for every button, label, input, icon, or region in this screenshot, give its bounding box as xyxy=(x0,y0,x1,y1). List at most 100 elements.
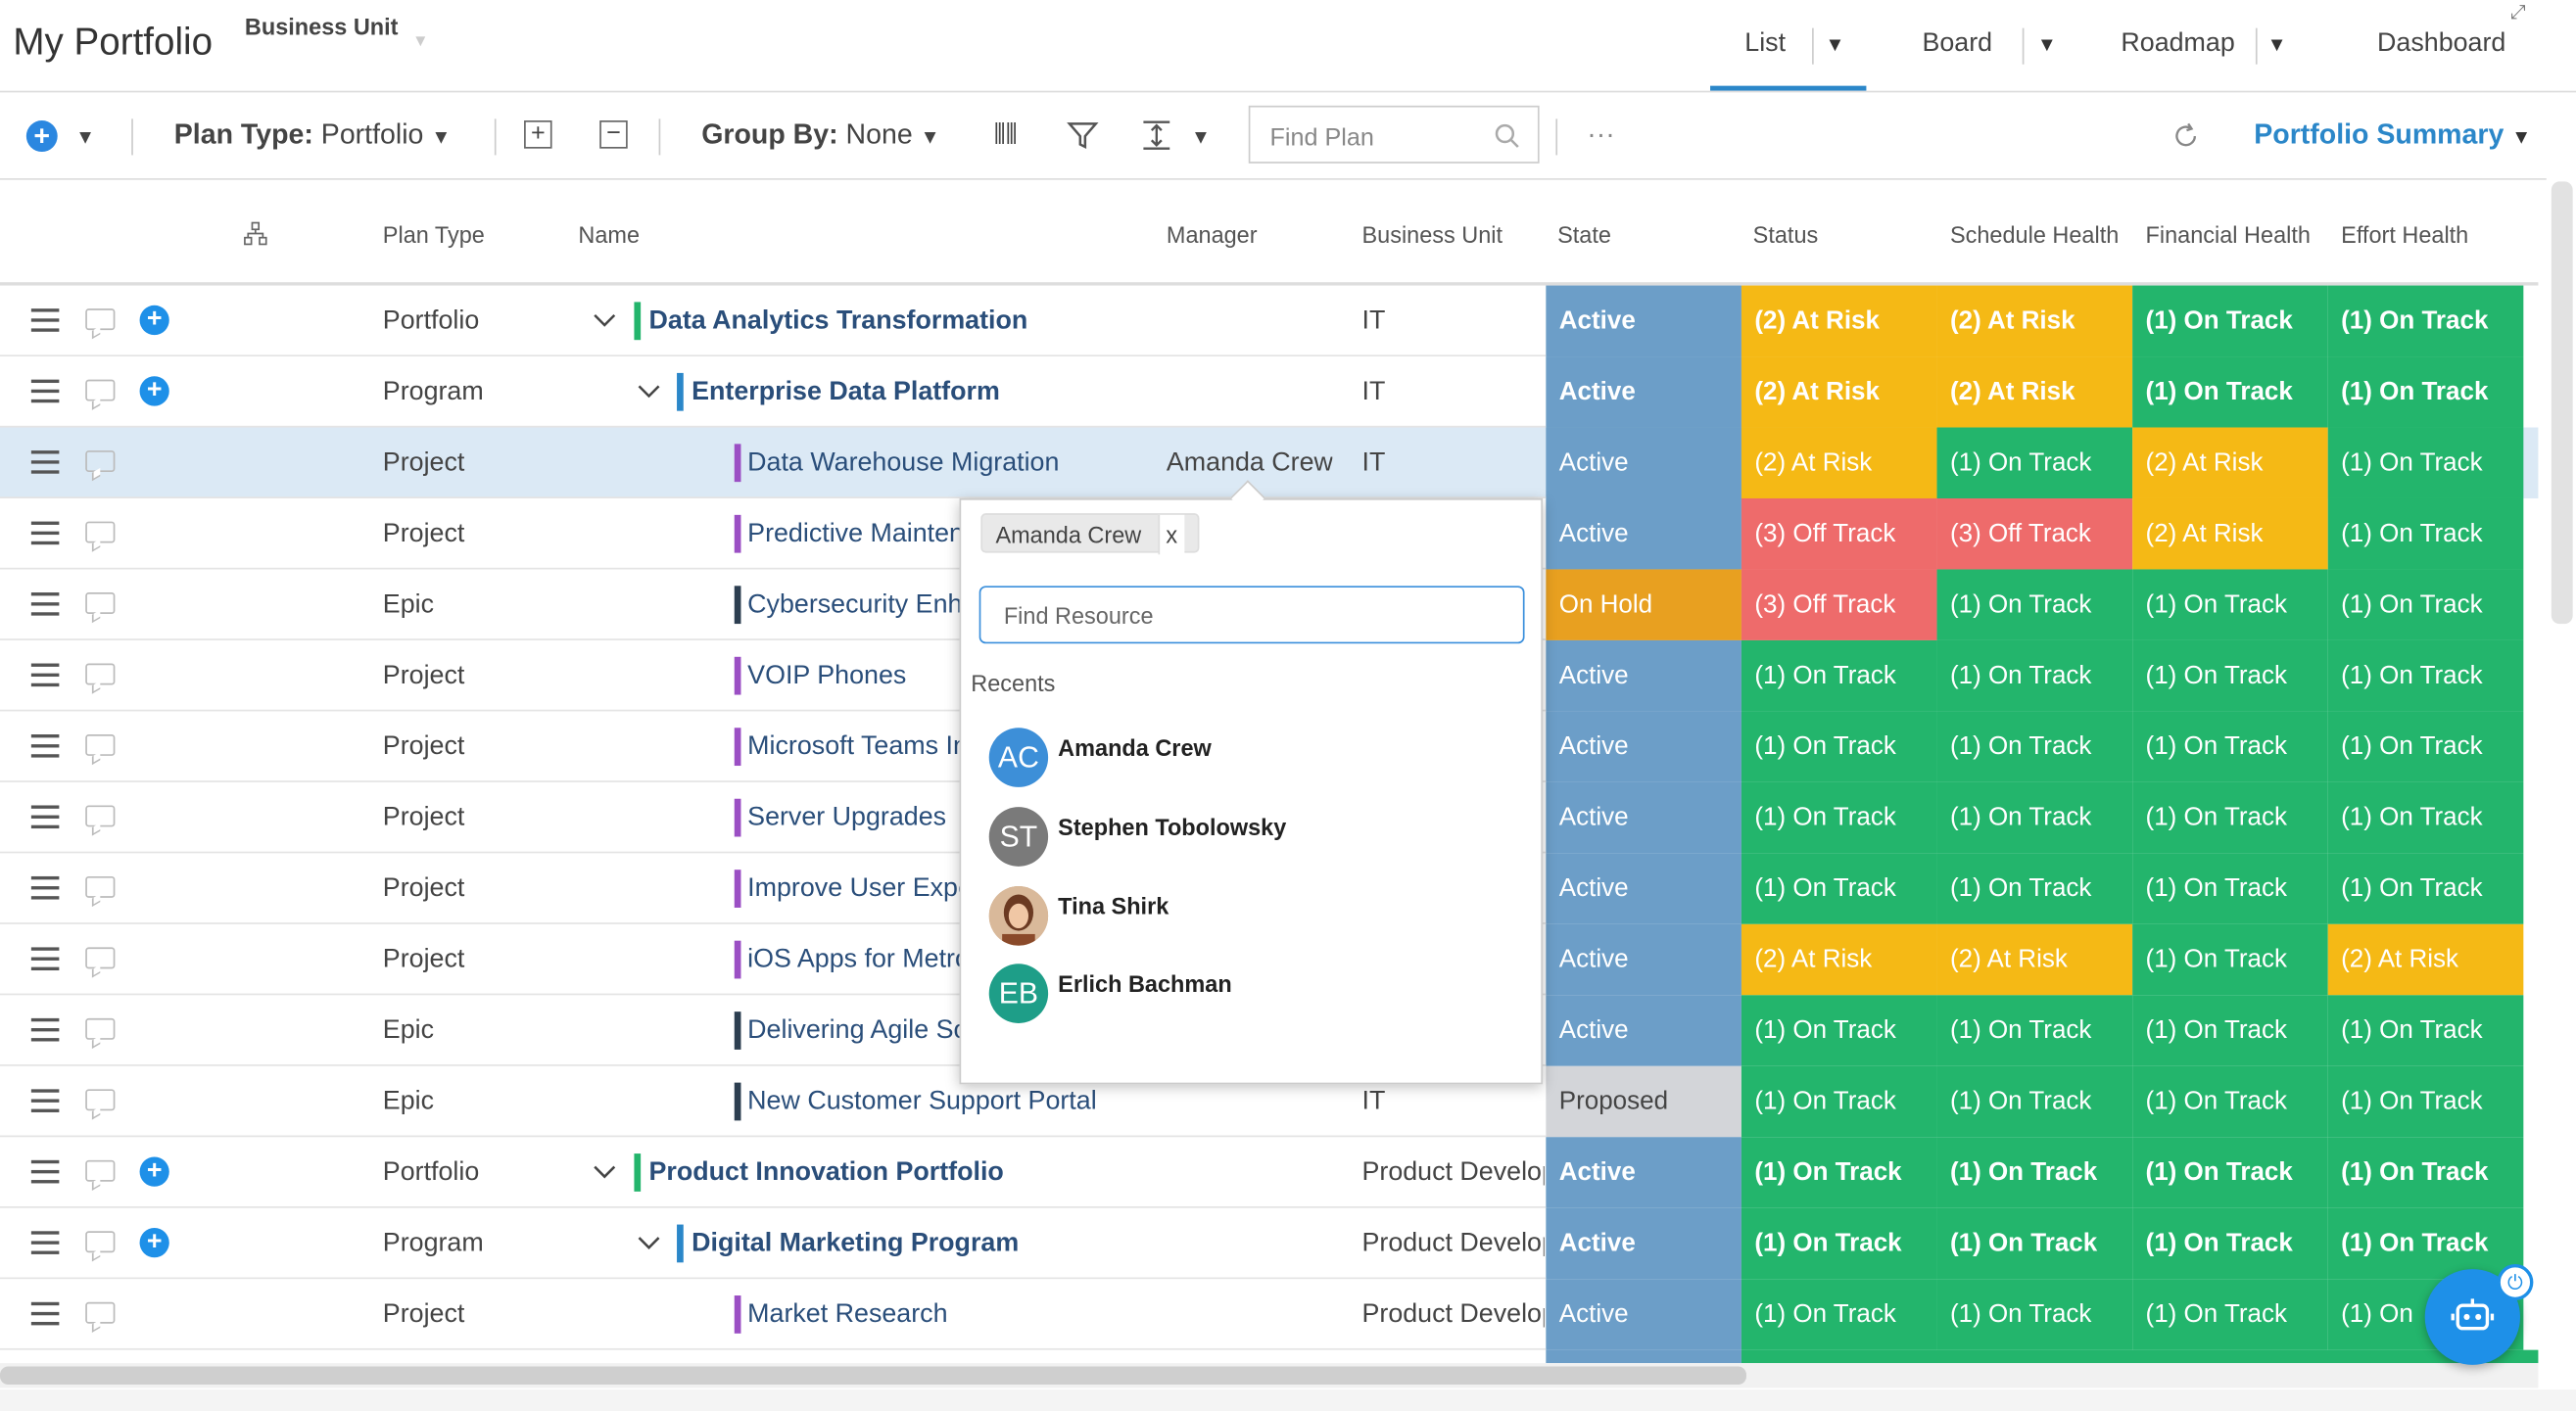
effort-health-cell[interactable]: (1) On Track xyxy=(2327,356,2524,428)
row-height-icon[interactable] xyxy=(1140,118,1173,160)
recent-person-item[interactable]: EB Erlich Bachman xyxy=(988,964,1515,1023)
add-child-button[interactable]: + xyxy=(139,376,169,406)
effort-health-cell[interactable]: (1) On Track xyxy=(2327,995,2524,1066)
financial-health-cell[interactable]: (1) On Track xyxy=(2132,1137,2328,1208)
schedule-health-cell[interactable]: (1) On Track xyxy=(1936,711,2133,782)
comment-icon[interactable] xyxy=(85,947,116,969)
row-menu-icon[interactable] xyxy=(30,663,60,693)
status-cell[interactable]: (1) On Track xyxy=(1741,781,1937,854)
comment-icon[interactable] xyxy=(85,663,116,685)
status-cell[interactable]: (2) At Risk xyxy=(1741,427,1937,498)
table-row[interactable]: Project Predictive Mainten Active (3) Off T… xyxy=(0,497,2538,570)
plan-name-link[interactable]: Data Analytics Transformation xyxy=(648,306,1028,336)
column-header-financial-health[interactable]: Financial Health xyxy=(2145,220,2311,248)
schedule-health-cell[interactable]: (3) Off Track xyxy=(1936,497,2133,570)
financial-health-cell[interactable]: (1) On Track xyxy=(2132,569,2328,640)
comment-icon[interactable] xyxy=(85,1159,116,1182)
collapse-chevron-icon[interactable] xyxy=(592,286,618,356)
effort-health-cell[interactable]: (1) On Track xyxy=(2327,497,2524,570)
effort-health-cell[interactable]: (1) On Track xyxy=(2327,285,2524,357)
status-cell[interactable]: (1) On Track xyxy=(1741,639,1937,712)
state-cell[interactable]: Active xyxy=(1546,1279,1741,1350)
row-menu-icon[interactable] xyxy=(30,1089,60,1118)
state-cell[interactable]: Active xyxy=(1546,427,1741,498)
schedule-health-cell[interactable]: (1) On Track xyxy=(1936,1137,2133,1208)
status-cell[interactable]: (2) At Risk xyxy=(1741,285,1937,357)
recent-person-item[interactable]: ST Stephen Tobolowsky xyxy=(988,807,1515,867)
table-row[interactable]: + Portfolio Product Innovation Portfolio Pr… xyxy=(0,1137,2538,1208)
filter-icon[interactable] xyxy=(1067,118,1100,160)
state-cell[interactable]: Active xyxy=(1546,711,1741,782)
business-unit-cell[interactable]: IT xyxy=(1361,448,1386,478)
comment-icon[interactable] xyxy=(85,805,116,827)
business-unit-cell[interactable]: Product Develop xyxy=(1361,1229,1545,1258)
table-row[interactable]: Project Microsoft Teams In Active (1) On Tr… xyxy=(0,711,2538,782)
financial-health-cell[interactable]: (2) At Risk xyxy=(2132,497,2328,570)
add-child-button[interactable]: + xyxy=(139,1156,169,1187)
plan-name-link[interactable]: iOS Apps for Metro xyxy=(747,945,970,974)
row-menu-icon[interactable] xyxy=(30,450,60,480)
financial-health-cell[interactable]: (1) On Track xyxy=(2132,781,2328,854)
plan-name-link[interactable]: Data Warehouse Migration xyxy=(747,448,1060,478)
chevron-down-icon[interactable]: ▼ xyxy=(412,32,429,52)
state-cell[interactable]: Active xyxy=(1546,1137,1741,1208)
plan-name-link[interactable]: Improve User Expe xyxy=(747,874,973,903)
table-row[interactable]: Epic Delivering Agile So Active (1) On Trac… xyxy=(0,995,2538,1066)
row-menu-icon[interactable] xyxy=(30,1301,60,1332)
plan-name-link[interactable]: Product Innovation Portfolio xyxy=(648,1158,1004,1187)
comment-icon[interactable] xyxy=(85,1231,116,1253)
row-menu-icon[interactable] xyxy=(30,805,60,834)
status-cell[interactable]: (3) Off Track xyxy=(1741,497,1937,570)
column-header-business-unit[interactable]: Business Unit xyxy=(1361,220,1503,248)
column-header-status[interactable]: Status xyxy=(1752,220,1819,248)
comment-icon[interactable] xyxy=(85,1017,116,1040)
comment-icon[interactable] xyxy=(85,450,116,473)
columns-icon[interactable]: ⫴⫴ xyxy=(993,118,1018,151)
plan-name-link[interactable]: New Customer Support Portal xyxy=(747,1087,1097,1116)
schedule-health-cell[interactable]: (1) On Track xyxy=(1936,1065,2133,1138)
status-cell[interactable]: (1) On Track xyxy=(1741,1279,1937,1350)
schedule-health-cell[interactable]: (2) At Risk xyxy=(1936,923,2133,996)
column-header-name[interactable]: Name xyxy=(578,220,641,248)
power-icon[interactable]: ⏻ xyxy=(2497,1264,2534,1301)
status-cell[interactable]: (2) At Risk xyxy=(1741,923,1937,996)
effort-health-cell[interactable]: (1) On Track xyxy=(2327,427,2524,498)
plan-type-selector[interactable]: Plan Type: Portfolio ▼ xyxy=(174,118,452,152)
row-menu-icon[interactable] xyxy=(30,1231,60,1260)
table-row[interactable]: Project Data Warehouse Migration Amanda Cr… xyxy=(0,427,2539,498)
more-options-icon[interactable]: ··· xyxy=(1587,118,1615,151)
comment-icon[interactable] xyxy=(85,1301,116,1324)
plan-name-link[interactable]: Microsoft Teams In xyxy=(747,732,968,761)
table-row[interactable]: + Portfolio Data Analytics Transformation I… xyxy=(0,285,2538,357)
plan-name-link[interactable]: Delivering Agile So xyxy=(747,1016,969,1045)
state-cell[interactable]: Active xyxy=(1546,639,1741,712)
list-menu-caret-icon[interactable]: ▼ xyxy=(1825,32,1845,57)
state-cell[interactable]: Active xyxy=(1546,1207,1741,1280)
table-row[interactable]: Project VOIP Phones Active (1) On Track (1) … xyxy=(0,639,2538,712)
effort-health-cell[interactable]: (1) On Track xyxy=(2327,781,2524,854)
table-row[interactable]: Epic Cybersecurity Enha On Hold (3) Off Tra… xyxy=(0,569,2538,640)
search-icon[interactable] xyxy=(1494,122,1522,159)
manager-cell[interactable]: Amanda Crew xyxy=(1166,448,1333,478)
find-plan-input[interactable]: Find Plan xyxy=(1248,105,1540,164)
tab-roadmap[interactable]: Roadmap xyxy=(2121,29,2235,58)
financial-health-cell[interactable]: (2) At Risk xyxy=(2132,427,2328,498)
plan-name-link[interactable]: Server Upgrades xyxy=(747,803,947,832)
row-menu-icon[interactable] xyxy=(30,875,60,906)
business-unit-selector[interactable]: Business Unit xyxy=(244,13,399,40)
portfolio-summary-selector[interactable]: Portfolio Summary ▼ xyxy=(2254,118,2531,152)
financial-health-cell[interactable]: (1) On Track xyxy=(2132,1207,2328,1280)
roadmap-menu-caret-icon[interactable]: ▼ xyxy=(2266,32,2287,57)
table-row[interactable]: Project Server Upgrades Active (1) On Track… xyxy=(0,781,2538,854)
business-unit-cell[interactable]: Product Develop xyxy=(1361,1300,1545,1329)
row-menu-icon[interactable] xyxy=(30,521,60,551)
table-row[interactable]: + Program Enterprise Data Platform IT Active… xyxy=(0,356,2538,428)
schedule-health-cell[interactable]: (1) On Track xyxy=(1936,427,2133,498)
comment-icon[interactable] xyxy=(85,592,116,614)
horizontal-scrollbar[interactable] xyxy=(0,1366,1746,1386)
tab-dashboard[interactable]: Dashboard xyxy=(2377,29,2506,58)
row-menu-icon[interactable] xyxy=(30,1017,60,1048)
schedule-health-cell[interactable]: (1) On Track xyxy=(1936,781,2133,854)
effort-health-cell[interactable]: (1) On Track xyxy=(2327,639,2524,712)
state-cell[interactable]: Active xyxy=(1546,285,1741,357)
